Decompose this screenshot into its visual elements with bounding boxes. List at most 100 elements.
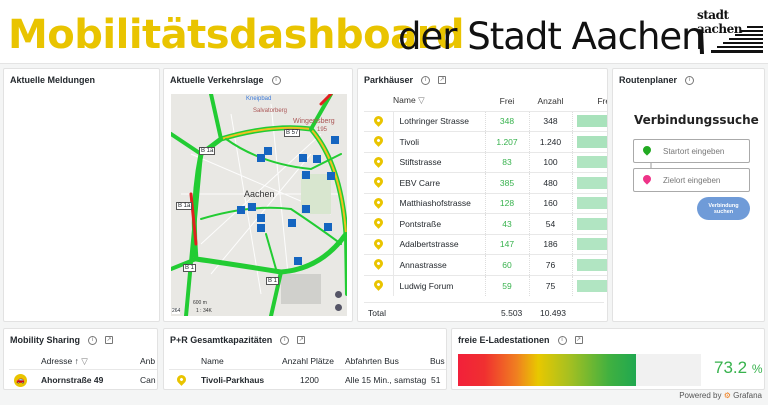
frei-cell: 43 — [484, 213, 529, 234]
ziel-input[interactable]: Zielort eingeben — [633, 168, 750, 192]
name-cell: Adalbertstrasse — [392, 233, 485, 255]
anzahl-cell: 480 — [528, 172, 572, 193]
map-label: Wingertsberg — [293, 118, 335, 125]
name-cell: Lothringer Strasse — [392, 110, 485, 132]
column-header-plaetze[interactable]: Anzahl Plätze — [282, 356, 334, 366]
verbindung-suchen-button[interactable]: Verbindung suchen — [697, 197, 750, 220]
table-row[interactable]: Tivoli-Parkhaus 1200 Alle 15 Min., samst… — [169, 369, 446, 389]
traffic-map[interactable]: Kneipbad Salvatorberg Wingertsberg 195 B… — [171, 94, 347, 316]
ziel-pin-icon — [641, 173, 653, 185]
panel-e-ladestationen: freie E-Ladestationen i ↗ 73.2 % — [451, 328, 765, 390]
info-icon[interactable]: i — [685, 75, 695, 85]
table-row[interactable]: Adalbertstrasse 147 186 — [364, 233, 607, 255]
start-pin-icon — [641, 144, 653, 156]
table-row[interactable]: Ludwig Forum 59 75 — [364, 274, 607, 296]
frei-cell: 83 — [484, 151, 529, 173]
parking-table: Name ▽ Frei Anzahl Frei Lothringer Stras… — [364, 91, 607, 296]
table-row[interactable]: EBV Carre 385 480 — [364, 172, 607, 193]
name-cell: EBV Carre — [392, 172, 485, 193]
table-row[interactable]: 🚗 Ahornstraße 49 Can — [9, 369, 157, 389]
gauge-value: 73.2 % — [714, 358, 763, 377]
map-label: Salvatorberg — [253, 108, 288, 114]
location-pin-icon — [371, 154, 385, 168]
anzahl-cell: 76 — [528, 254, 572, 275]
info-icon[interactable]: i — [271, 75, 281, 85]
external-link-icon[interactable]: ↗ — [574, 336, 583, 344]
frei-bar — [576, 279, 607, 292]
column-header-abfahrten[interactable]: Abfahrten Bus — [345, 356, 399, 366]
name-cell: Tivoli-Parkhaus — [201, 375, 265, 385]
frei-cell: 60 — [484, 254, 529, 275]
filter-icon: ▽ — [418, 95, 425, 106]
table-row[interactable]: Tivoli 1.207 1.240 — [364, 131, 607, 152]
panel-title: Parkhäuser — [364, 75, 414, 85]
route-heading: Verbindungssuche — [634, 113, 759, 127]
column-header-name[interactable]: Name ▽ — [393, 95, 425, 106]
panel-meldungen: Aktuelle Meldungen — [3, 68, 160, 322]
panel-title: Aktuelle Verkehrslage — [170, 75, 264, 85]
panel-parkhaeuser: Parkhäuser i ↗ Name ▽ Frei Anzahl Frei Lot… — [357, 68, 608, 322]
name-cell: Stiftstrasse — [392, 151, 485, 173]
panel-mobility-sharing: Mobility Sharing i ↗ Adresse ↑ ▽ Anb 🚗 Aho… — [3, 328, 158, 390]
car-icon: 🚗 — [14, 374, 27, 387]
column-header-name[interactable]: Name — [201, 356, 224, 366]
table-row[interactable]: Matthiashofstrasse 128 160 — [364, 192, 607, 214]
adresse-cell: Ahornstraße 49 — [41, 375, 104, 385]
panel-title: Aktuelle Meldungen — [10, 75, 96, 85]
abfahrten-cell: Alle 15 Min., samstag — [345, 375, 427, 385]
column-header-bus[interactable]: Bus — [430, 356, 445, 366]
location-pin-icon — [371, 175, 385, 189]
column-header-frei[interactable]: Frei — [499, 95, 515, 106]
external-link-icon[interactable]: ↗ — [297, 336, 306, 344]
bus-cell: 51 — [431, 375, 441, 385]
gauge-fill — [458, 354, 636, 386]
frei-bar — [576, 135, 607, 148]
column-header-frei-bar[interactable]: Frei — [597, 95, 607, 106]
frei-bar — [576, 156, 607, 169]
external-link-icon[interactable]: ↗ — [105, 336, 114, 344]
location-pin-icon — [371, 113, 385, 127]
location-pin-icon — [371, 278, 385, 291]
frei-cell: 1.207 — [484, 131, 529, 152]
frei-cell: 385 — [484, 172, 529, 193]
info-icon[interactable]: i — [280, 335, 290, 345]
info-icon[interactable]: i — [88, 335, 98, 345]
anzahl-cell: 186 — [528, 233, 572, 255]
logo-text: stadt aachen — [697, 8, 742, 36]
name-cell: Pontstraße — [392, 213, 485, 234]
location-pin-icon — [371, 195, 385, 209]
start-input[interactable]: Startort eingeben — [633, 139, 750, 163]
column-header-anbieter[interactable]: Anb — [140, 356, 156, 366]
frei-bar — [576, 258, 607, 271]
location-pin-icon — [371, 257, 385, 271]
column-header-anzahl[interactable]: Anzahl — [537, 95, 564, 106]
stadt-aachen-logo: stadt aachen — [695, 8, 765, 56]
table-row[interactable]: Stiftstrasse 83 100 — [364, 151, 607, 173]
anzahl-cell: 160 — [528, 192, 572, 214]
column-header-adresse[interactable]: Adresse ↑ ▽ — [41, 356, 88, 366]
ziel-placeholder: Zielort eingeben — [663, 176, 721, 185]
powered-by[interactable]: Powered by ⚙ Grafana — [679, 391, 762, 400]
info-icon[interactable]: i — [421, 75, 431, 85]
anzahl-cell: 75 — [528, 274, 572, 296]
road-label: B 1 — [266, 277, 280, 285]
start-placeholder: Startort eingeben — [663, 147, 725, 156]
anzahl-cell: 54 — [528, 213, 572, 234]
external-link-icon[interactable]: ↗ — [438, 76, 447, 84]
zoom-out-icon[interactable] — [335, 304, 342, 311]
road-label: B 57 — [284, 129, 301, 137]
table-row[interactable]: Pontstraße 43 54 — [364, 213, 607, 234]
info-icon[interactable]: i — [557, 335, 567, 345]
table-row[interactable]: Annastrasse 60 76 — [364, 254, 607, 275]
parking-markers — [237, 136, 339, 265]
panel-verkehrslage: Aktuelle Verkehrslage i Kneipbad S — [163, 68, 353, 322]
name-cell: Ludwig Forum — [392, 274, 485, 296]
table-row[interactable]: Lothringer Strasse 348 348 — [364, 110, 607, 132]
zoom-in-icon[interactable] — [335, 291, 342, 298]
gauge-track — [458, 354, 701, 386]
map-label: 195 — [317, 127, 328, 133]
frei-cell: 348 — [484, 110, 529, 132]
panel-pr-kapazitaeten: P+R Gesamtkapazitäten i ↗ Name Anzahl Plät… — [163, 328, 447, 390]
panel-title: Mobility Sharing — [10, 335, 81, 345]
frei-cell: 59 — [484, 274, 529, 296]
